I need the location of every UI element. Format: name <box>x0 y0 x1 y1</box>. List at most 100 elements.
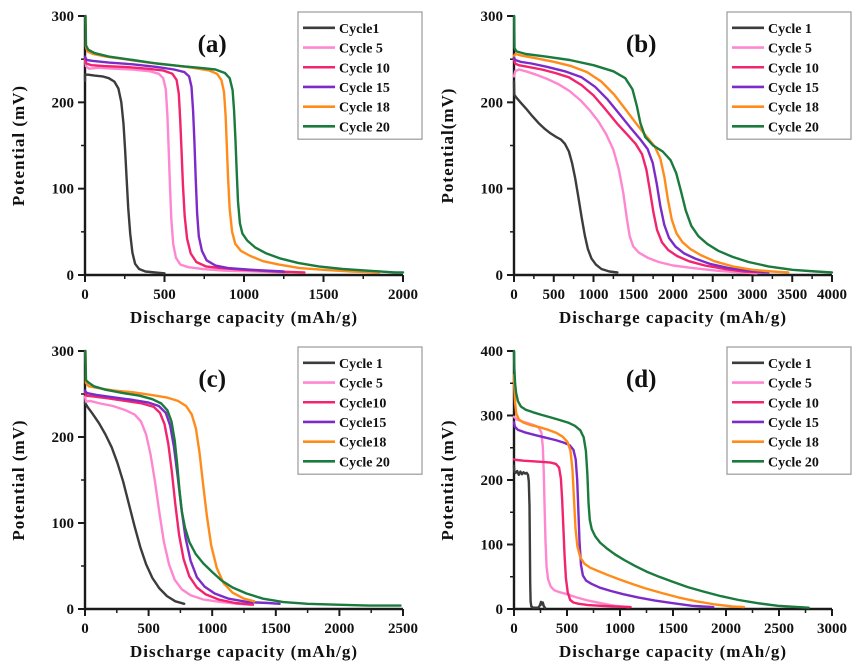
y-axis-label: Potential (mV) <box>438 419 457 540</box>
panel-letter: (d) <box>626 366 657 393</box>
legend-label: Cycle 1 <box>768 22 812 37</box>
y-tick-label: 0 <box>496 268 504 284</box>
x-tick-label: 1000 <box>197 621 227 637</box>
curve-cycle-10 <box>512 58 766 274</box>
legend-label: Cycle 20 <box>768 455 819 470</box>
curve-cycle-1 <box>83 401 186 605</box>
legend-entry-cycle-10: Cycle 10 <box>732 61 819 76</box>
x-tick-label: 0 <box>510 287 518 303</box>
legend-label: Cycle 18 <box>339 101 390 116</box>
legend-entry-cycle-5: Cycle 5 <box>303 42 383 57</box>
x-tick-label: 3000 <box>817 621 847 637</box>
legend-label: Cycle 15 <box>768 81 819 96</box>
legend-entry-cycle-10: Cycle 10 <box>732 396 819 411</box>
y-tick-label: 300 <box>52 344 75 360</box>
chart-panel-d: 0 100 200 300 400 0 500 1000 1500 2000 2500 3000 Dis… <box>438 344 852 661</box>
y-tick-label: 200 <box>481 95 504 111</box>
x-tick-label: 500 <box>543 287 566 303</box>
legend: Cycle1 Cycle 5 Cycle 10 Cycle 15 Cycle 18 Cyc… <box>297 11 423 140</box>
legend-entry-cycle-15: Cycle 15 <box>732 81 819 96</box>
curve-cycle-5 <box>83 58 290 274</box>
legend-entry-cycle-20: Cycle 20 <box>303 120 390 135</box>
legend-label: Cycle1 <box>339 22 379 37</box>
legend-entry-cycle-1: Cycle 1 <box>732 357 812 372</box>
x-tick-label: 500 <box>556 621 579 637</box>
curve-cycle15 <box>83 389 281 605</box>
panel-b: 0 100 200 300 0 500 1000 1500 2000 2500 3000 3500 40… <box>429 0 858 335</box>
x-tick-label: 1000 <box>579 287 609 303</box>
legend-label: Cycle 10 <box>768 61 819 76</box>
legend-label: Cycle 18 <box>768 436 819 451</box>
legend-entry-cycle-20: Cycle 20 <box>732 455 819 470</box>
x-tick-label: 2000 <box>658 287 688 303</box>
y-tick-label: 100 <box>481 182 504 198</box>
y-tick-label: 200 <box>52 430 75 446</box>
x-tick-label: 2500 <box>764 621 794 637</box>
legend-entry-cycle-18: Cycle 18 <box>303 101 390 116</box>
legend-entry-cycle-5: Cycle 5 <box>732 42 812 57</box>
legend-label: Cycle 1 <box>768 357 812 372</box>
legend: Cycle 1 Cycle 5 Cycle 10 Cycle 15 Cycle 18 Cy… <box>726 11 852 140</box>
legend-label: Cycle15 <box>339 416 386 431</box>
x-tick-label: 2000 <box>324 621 354 637</box>
y-tick-label: 100 <box>481 538 504 554</box>
x-tick-label: 500 <box>153 287 176 303</box>
x-axis-label: Discharge capacity (mAh/g) <box>130 642 358 661</box>
legend-entry-cycle-20: Cycle 20 <box>303 455 390 470</box>
legend-label: Cycle 18 <box>768 101 819 116</box>
legend-entry-cycle-5: Cycle 5 <box>732 377 812 392</box>
curve-cycle-1 <box>512 464 547 609</box>
chart-panel-a: 0 100 200 300 0 500 1000 1500 2000 Discharge capa… <box>9 9 423 327</box>
y-tick-label: 300 <box>481 409 504 425</box>
x-tick-label: 1000 <box>229 287 259 303</box>
legend-box <box>297 11 423 140</box>
curve-cycle-15 <box>83 55 285 273</box>
x-tick-label: 4000 <box>817 287 847 303</box>
x-tick-label: 1500 <box>261 621 291 637</box>
legend-entry-cycle-5: Cycle 5 <box>303 377 383 392</box>
curve-cycle1 <box>83 73 166 275</box>
curve-cycle-15 <box>512 420 715 609</box>
legend-label: Cycle 5 <box>768 42 812 57</box>
legend: Cycle 1 Cycle 5 Cycle 10 Cycle 15 Cycle 18 Cy… <box>726 346 852 475</box>
legend-entry-cycle1: Cycle1 <box>303 22 379 37</box>
panel-a: 0 100 200 300 0 500 1000 1500 2000 Discharge capa… <box>0 0 429 335</box>
legend: Cycle 1 Cycle 5 Cycle10 Cycle15 Cycle18 Cycle… <box>297 346 423 475</box>
y-tick-label: 200 <box>481 473 504 489</box>
x-tick-label: 2500 <box>698 287 728 303</box>
curve-cycle-15 <box>512 56 770 274</box>
x-tick-label: 1000 <box>605 621 635 637</box>
y-tick-label: 300 <box>481 9 504 25</box>
x-axis-label: Discharge capacity (mAh/g) <box>130 308 358 327</box>
legend-entry-cycle15: Cycle15 <box>303 416 386 431</box>
legend-entry-cycle-18: Cycle 18 <box>732 101 819 116</box>
curve-cycle-1 <box>512 80 619 274</box>
legend-label: Cycle 5 <box>339 42 383 57</box>
legend-box <box>297 346 423 475</box>
x-tick-label: 500 <box>137 621 160 637</box>
legend-entry-cycle-20: Cycle 20 <box>732 120 819 135</box>
legend-entry-cycle-18: Cycle 18 <box>732 436 819 451</box>
x-tick-label: 2000 <box>711 621 741 637</box>
legend-label: Cycle 5 <box>339 377 383 392</box>
x-tick-label: 0 <box>81 621 89 637</box>
panel-letter: (c) <box>198 366 226 393</box>
curve-cycle-20 <box>513 14 834 274</box>
y-tick-label: 200 <box>52 95 75 111</box>
x-axis-label: Discharge capacity (mAh/g) <box>559 308 787 327</box>
legend-label: Cycle 20 <box>339 120 390 135</box>
legend-entry-cycle-15: Cycle 15 <box>303 81 390 96</box>
legend-label: Cycle 1 <box>339 357 383 372</box>
curve-cycle-18 <box>512 373 746 609</box>
legend-entry-cycle-1: Cycle 1 <box>732 22 812 37</box>
legend-label: Cycle 10 <box>768 396 819 411</box>
curve-cycle10 <box>83 391 255 606</box>
legend-label: Cycle10 <box>339 396 386 411</box>
y-tick-label: 100 <box>52 182 75 198</box>
y-axis-label: Potential(mV) <box>438 88 457 204</box>
y-tick-label: 0 <box>496 602 504 618</box>
curve-cycle-20 <box>512 349 810 609</box>
legend-label: Cycle 15 <box>768 416 819 431</box>
y-tick-label: 0 <box>67 268 75 284</box>
x-tick-label: 1500 <box>618 287 648 303</box>
